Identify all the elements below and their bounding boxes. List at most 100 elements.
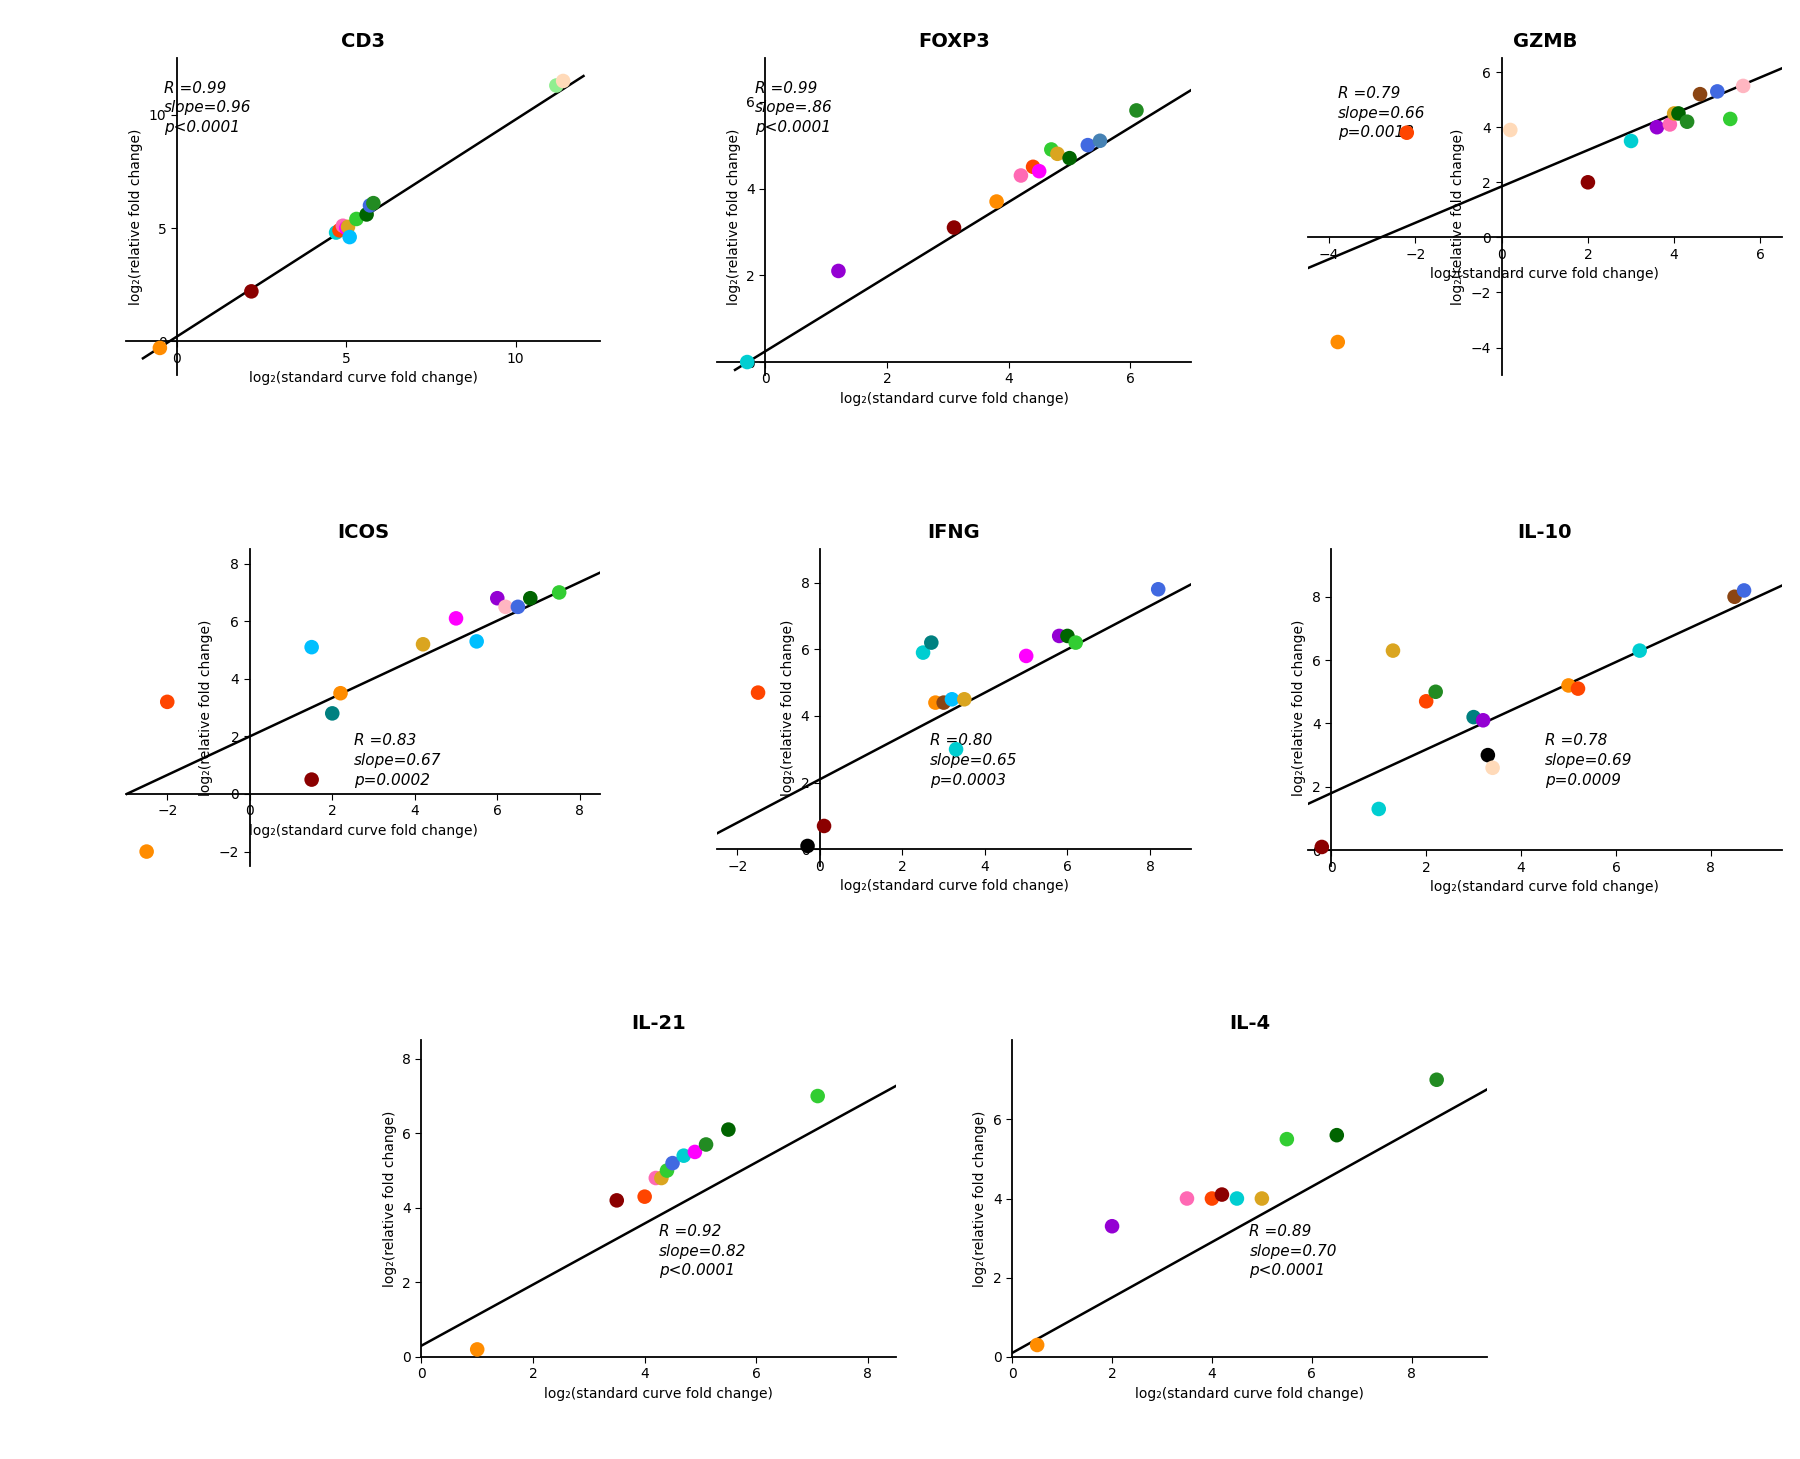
Point: [733, 350, 761, 374]
Point: [1053, 624, 1082, 648]
Text: R =0.79
slope=0.66
p=0.0012: R =0.79 slope=0.66 p=0.0012: [1337, 86, 1426, 140]
Y-axis label: log₂(relative fold change): log₂(relative fold change): [727, 128, 740, 305]
Point: [916, 630, 945, 654]
Point: [1573, 171, 1602, 194]
Text: R =0.92
slope=0.82
p<0.0001: R =0.92 slope=0.82 p<0.0001: [659, 1224, 747, 1278]
Point: [1044, 624, 1073, 648]
Point: [326, 681, 355, 705]
X-axis label: log₂(standard curve fold change): log₂(standard curve fold change): [1431, 880, 1660, 894]
Title: IL-10: IL-10: [1517, 524, 1571, 543]
Point: [1208, 1183, 1237, 1207]
Point: [1660, 102, 1688, 125]
Point: [824, 260, 853, 283]
Point: [319, 702, 347, 725]
Title: IL-21: IL-21: [632, 1014, 686, 1033]
Point: [1656, 112, 1685, 136]
Point: [715, 1118, 743, 1141]
Point: [1616, 130, 1645, 153]
Point: [517, 587, 545, 610]
Point: [463, 630, 491, 654]
X-axis label: log₂(standard curve fold change): log₂(standard curve fold change): [1136, 1388, 1364, 1401]
Point: [1364, 797, 1393, 820]
Point: [335, 225, 364, 248]
Text: R =0.78
slope=0.69
p=0.0009: R =0.78 slope=0.69 p=0.0009: [1544, 732, 1633, 788]
Point: [409, 633, 437, 657]
Point: [1411, 690, 1440, 713]
Title: FOXP3: FOXP3: [918, 32, 990, 51]
Point: [1019, 155, 1048, 178]
Point: [1012, 645, 1040, 668]
Point: [1247, 1186, 1276, 1210]
Point: [441, 607, 470, 630]
Point: [504, 595, 533, 619]
Text: R =0.80
slope=0.65
p=0.0003: R =0.80 slope=0.65 p=0.0003: [931, 732, 1017, 788]
Point: [983, 190, 1012, 213]
Point: [1703, 80, 1732, 104]
Point: [1323, 1123, 1352, 1147]
Point: [653, 1158, 682, 1182]
Point: [491, 595, 520, 619]
Point: [691, 1132, 720, 1156]
Text: R =0.99
slope=0.96
p<0.0001: R =0.99 slope=0.96 p<0.0001: [164, 80, 252, 136]
Point: [941, 738, 970, 762]
Point: [810, 814, 839, 837]
Point: [1024, 159, 1053, 182]
Point: [328, 214, 356, 238]
X-axis label: log₂(standard curve fold change): log₂(standard curve fold change): [839, 880, 1069, 893]
Point: [909, 641, 938, 664]
Point: [1422, 1068, 1451, 1091]
Point: [356, 194, 385, 217]
Point: [938, 687, 967, 711]
Title: IL-4: IL-4: [1229, 1014, 1271, 1033]
Point: [1085, 128, 1114, 152]
Point: [1273, 1128, 1301, 1151]
Point: [1121, 99, 1150, 123]
Point: [1422, 680, 1451, 703]
Point: [326, 219, 355, 242]
Point: [1098, 1214, 1127, 1237]
Point: [603, 1189, 632, 1212]
Point: [297, 636, 326, 659]
Text: R =0.83
slope=0.67
p=0.0002: R =0.83 slope=0.67 p=0.0002: [355, 732, 441, 788]
Point: [950, 687, 979, 711]
Point: [670, 1144, 698, 1167]
Point: [1685, 83, 1714, 107]
Point: [358, 191, 387, 214]
Point: [641, 1166, 670, 1189]
Point: [1469, 709, 1498, 732]
Point: [1728, 74, 1757, 98]
Point: [659, 1151, 688, 1174]
Title: GZMB: GZMB: [1512, 32, 1577, 51]
Point: [1721, 585, 1750, 608]
Point: [131, 840, 160, 864]
Point: [463, 1338, 491, 1361]
Point: [1730, 579, 1759, 603]
Point: [1379, 639, 1408, 662]
Point: [297, 767, 326, 791]
Point: [1172, 1186, 1201, 1210]
Point: [1073, 133, 1102, 156]
Point: [482, 587, 511, 610]
Y-axis label: log₂(relative fold change): log₂(relative fold change): [781, 620, 796, 795]
Point: [542, 74, 571, 98]
Point: [1553, 674, 1582, 697]
X-axis label: log₂(standard curve fold change): log₂(standard curve fold change): [248, 824, 477, 837]
Point: [929, 692, 958, 715]
Point: [1460, 706, 1489, 730]
Point: [646, 1166, 675, 1189]
Point: [1197, 1186, 1226, 1210]
Y-axis label: log₂(relative fold change): log₂(relative fold change): [130, 128, 144, 305]
Point: [549, 70, 578, 93]
Point: [322, 220, 351, 244]
Point: [342, 207, 371, 231]
Point: [922, 692, 950, 715]
X-axis label: log₂(standard curve fold change): log₂(standard curve fold change): [544, 1388, 772, 1401]
Point: [1055, 146, 1084, 169]
Title: ICOS: ICOS: [337, 524, 389, 543]
Point: [1222, 1186, 1251, 1210]
Point: [1474, 744, 1503, 767]
Text: R =0.89
slope=0.70
p<0.0001: R =0.89 slope=0.70 p<0.0001: [1249, 1224, 1337, 1278]
Point: [1022, 1334, 1051, 1357]
Title: IFNG: IFNG: [927, 524, 981, 543]
Point: [238, 280, 266, 303]
